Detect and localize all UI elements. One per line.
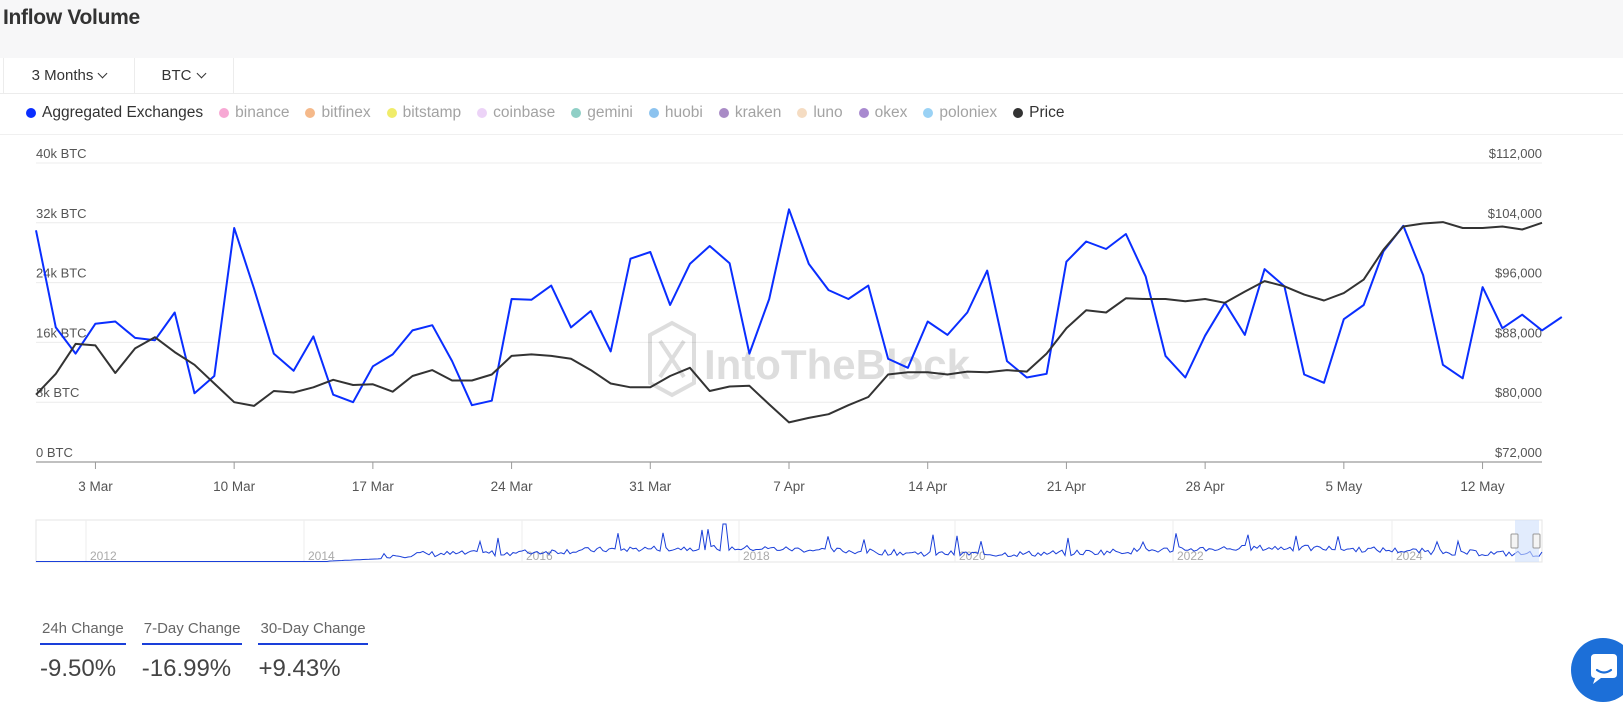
- legend-item-binance[interactable]: binance: [219, 104, 289, 122]
- stat-value: -9.50%: [40, 655, 117, 682]
- x-tick-label: 21 Apr: [1047, 479, 1087, 494]
- x-tick-label: 24 Mar: [491, 479, 534, 494]
- y-left-tick-label: 8k BTC: [36, 385, 79, 400]
- x-tick-label: 5 May: [1325, 479, 1362, 494]
- legend-label: bitstamp: [402, 104, 462, 121]
- stat-7d[interactable]: 7-Day Change -16.99%: [141, 620, 243, 683]
- y-right-tick-label: $96,000: [1495, 266, 1542, 281]
- y-left-tick-label: 40k BTC: [36, 146, 87, 161]
- controls-bar: 3 Months BTC: [0, 58, 1623, 94]
- x-tick-label: 28 Apr: [1186, 479, 1226, 494]
- y-left-tick-label: 0 BTC: [36, 445, 73, 460]
- watermark-text: IntoTheBlock: [704, 341, 971, 388]
- y-left-tick-label: 16k BTC: [36, 325, 87, 340]
- navigator-year-label: 2018: [743, 549, 770, 563]
- legend-label: luno: [813, 104, 843, 121]
- asset-dropdown[interactable]: BTC: [133, 58, 234, 93]
- legend-dot-icon: [219, 108, 230, 118]
- x-tick-label: 10 Mar: [213, 479, 256, 494]
- header-bar: Inflow Volume: [0, 0, 1623, 58]
- stat-label: 7-Day Change: [141, 620, 243, 645]
- legend-item-bitfinex[interactable]: bitfinex: [305, 104, 371, 122]
- series-line-aggregated-exchanges: [35, 208, 1563, 407]
- navigator-year-label: 2022: [1177, 549, 1204, 563]
- change-stats: 24h Change -9.50% 7-Day Change -16.99% 3…: [40, 620, 384, 683]
- legend-label: gemini: [587, 104, 633, 121]
- chevron-down-icon: [97, 68, 108, 79]
- legend-dot-icon: [1013, 108, 1024, 118]
- legend-dot-icon: [305, 108, 316, 118]
- chevron-down-icon: [196, 68, 206, 79]
- legend-dot-icon: [858, 108, 869, 118]
- legend-label: kraken: [734, 104, 782, 121]
- legend-label: Price: [1029, 104, 1065, 121]
- legend-dot-icon: [923, 108, 934, 118]
- legend-dot-icon: [718, 108, 729, 118]
- chat-icon: [1591, 654, 1617, 684]
- legend-item-okex[interactable]: okex: [858, 104, 908, 122]
- y-right-tick-label: $80,000: [1495, 385, 1542, 400]
- legend-dot-icon: [477, 108, 488, 118]
- y-right-tick-label: $88,000: [1495, 325, 1542, 340]
- chart-legend: Aggregated Exchanges binance bitfinex bitst…: [26, 95, 1081, 131]
- inflow-volume-chart: 0 BTC 8k BTC 16k BTC 24k BTC 32k BTC 40k BTC $…: [35, 146, 1563, 563]
- stat-30d[interactable]: 30-Day Change +9.43%: [258, 620, 368, 683]
- navigator-series-line: [36, 523, 1543, 562]
- legend-item-bitstamp[interactable]: bitstamp: [386, 104, 462, 122]
- legend-item-price[interactable]: Price: [1013, 104, 1065, 122]
- legend-item-poloniex[interactable]: poloniex: [923, 104, 997, 122]
- page-title: Inflow Volume: [3, 6, 140, 29]
- navigator-year-label: 2020: [959, 549, 986, 563]
- chat-button[interactable]: [1571, 638, 1623, 702]
- y-right-tick-label: $104,000: [1488, 206, 1542, 221]
- x-tick-label: 31 Mar: [629, 479, 672, 494]
- stat-label: 30-Day Change: [258, 620, 368, 645]
- legend-item-aggregated-exchanges[interactable]: Aggregated Exchanges: [26, 104, 203, 122]
- legend-dot-icon: [797, 108, 808, 118]
- stat-value: -16.99%: [141, 655, 232, 682]
- y-right-tick-label: $112,000: [1489, 146, 1542, 161]
- stat-label: 24h Change: [40, 620, 126, 645]
- time-range-label: 3 Months: [31, 67, 94, 84]
- navigator-year-label: 2012: [90, 549, 117, 563]
- legend-dot-icon: [386, 108, 397, 118]
- x-tick-label: 3 Mar: [78, 479, 113, 494]
- x-tick-label: 7 Apr: [773, 479, 805, 494]
- x-tick-label: 17 Mar: [352, 479, 395, 494]
- legend-label: huobi: [664, 104, 703, 121]
- legend-item-gemini[interactable]: gemini: [571, 104, 633, 122]
- legend-item-luno[interactable]: luno: [797, 104, 843, 122]
- legend-item-coinbase[interactable]: coinbase: [477, 104, 555, 122]
- stat-24h[interactable]: 24h Change -9.50%: [40, 620, 126, 683]
- asset-label: BTC: [161, 67, 192, 84]
- navigator-frame: [35, 519, 1543, 563]
- legend-dot-icon: [571, 108, 582, 118]
- divider: [0, 134, 1623, 135]
- legend-label: okex: [874, 104, 908, 121]
- legend-item-kraken[interactable]: kraken: [718, 104, 782, 122]
- stat-value: +9.43%: [258, 655, 341, 682]
- legend-label: binance: [235, 104, 290, 121]
- navigator-handle-right[interactable]: [1532, 533, 1541, 549]
- y-left-tick-label: 24k BTC: [36, 266, 87, 281]
- legend-dot-icon: [648, 108, 659, 118]
- y-left-tick-label: 32k BTC: [36, 206, 87, 221]
- x-tick-label: 14 Apr: [908, 479, 948, 494]
- legend-label: coinbase: [493, 104, 556, 121]
- legend-label: Aggregated Exchanges: [42, 104, 204, 121]
- navigator-year-label: 2016: [526, 549, 553, 563]
- navigator-year-label: 2024: [1396, 549, 1423, 563]
- legend-dot-icon: [26, 108, 36, 118]
- legend-label: poloniex: [939, 104, 998, 121]
- navigator-year-label: 2014: [308, 549, 335, 563]
- x-tick-label: 12 May: [1460, 479, 1505, 494]
- legend-item-huobi[interactable]: huobi: [648, 104, 703, 122]
- navigator-handle-left[interactable]: [1510, 533, 1519, 549]
- legend-label: bitfinex: [321, 104, 371, 121]
- series-line-price: [35, 221, 1543, 424]
- y-right-tick-label: $72,000: [1495, 445, 1542, 460]
- time-range-dropdown[interactable]: 3 Months: [3, 58, 135, 93]
